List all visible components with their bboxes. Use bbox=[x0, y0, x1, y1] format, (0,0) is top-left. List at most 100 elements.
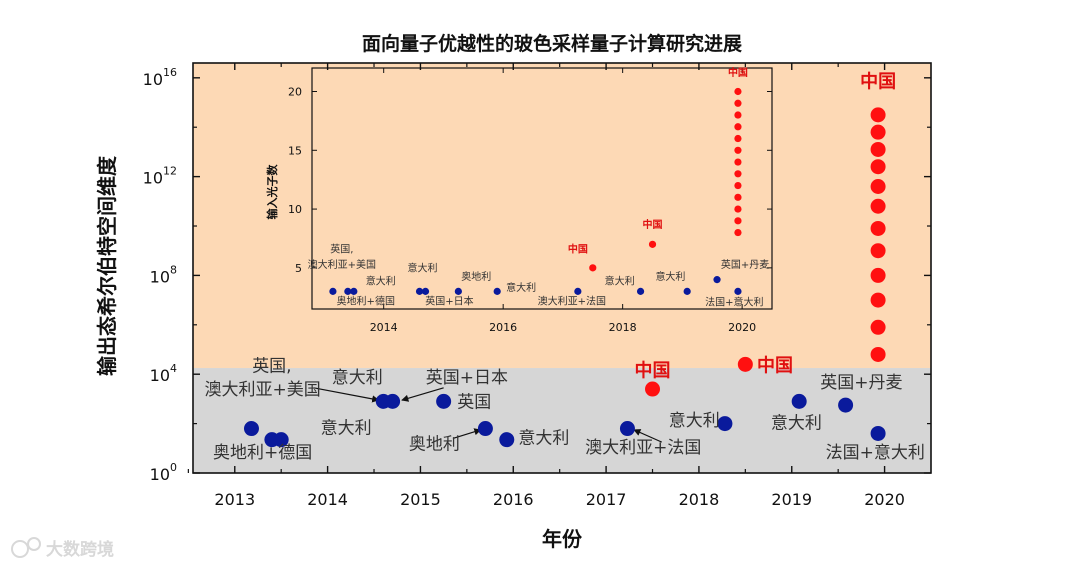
inset-annotation-label: 奥地利+德国 bbox=[337, 294, 395, 307]
inset-data-point-others bbox=[415, 287, 424, 295]
data-point-china bbox=[870, 141, 886, 157]
main-data-points bbox=[243, 107, 886, 448]
annotation-label: 中国 bbox=[860, 71, 896, 93]
inset-y-tick-label: 15 bbox=[288, 144, 302, 157]
annotation-label: 奥地利 bbox=[409, 435, 460, 455]
watermark: 大数跨境 bbox=[11, 537, 114, 560]
annotation-label: 中国 bbox=[757, 355, 793, 377]
x-tick-label: 2014 bbox=[307, 490, 348, 509]
classical-region bbox=[193, 368, 931, 473]
main-annotation-arrows bbox=[313, 387, 663, 443]
x-tick-label: 2015 bbox=[400, 490, 441, 509]
annotation-label: 奥地利+德国 bbox=[213, 443, 312, 463]
data-point-china bbox=[870, 220, 886, 236]
inset-annotation-label: 中国 bbox=[728, 66, 748, 79]
y-tick-label: 104 bbox=[150, 362, 177, 385]
data-point-china bbox=[870, 124, 886, 140]
data-point-china bbox=[737, 356, 753, 372]
inset-y-tick-label: 10 bbox=[288, 203, 302, 216]
annotation-label: 意大利 bbox=[669, 411, 720, 431]
plot-frame bbox=[192, 62, 932, 474]
watermark-text: 大数跨境 bbox=[46, 539, 114, 560]
data-point-others bbox=[243, 421, 259, 437]
annotation-label: 法国+意大利 bbox=[826, 443, 925, 463]
inset-data-point-china bbox=[589, 264, 597, 272]
inset-data-point-others bbox=[734, 287, 742, 295]
inset-frame bbox=[311, 67, 773, 310]
annotation-label: 英国, bbox=[252, 357, 291, 377]
x-tick-label: 2019 bbox=[771, 490, 812, 509]
inset-annotation-label: 澳大利亚+美国 bbox=[308, 258, 376, 271]
annotation-label: 意大利 bbox=[321, 418, 372, 438]
inset-annotation-label: 意大利 bbox=[366, 274, 396, 287]
inset-data-point-others bbox=[350, 287, 358, 295]
inset-y-tick-label: 20 bbox=[288, 86, 302, 99]
inset-data-point-china bbox=[734, 228, 742, 237]
inset-data-point-china bbox=[648, 240, 657, 248]
data-point-others bbox=[477, 421, 493, 437]
inset-data-point-others bbox=[493, 287, 501, 295]
annotation-label: 英国 bbox=[457, 393, 491, 413]
y-tick-label: 100 bbox=[150, 461, 177, 484]
data-point-china bbox=[870, 107, 886, 123]
inset-annotation-label: 意大利 bbox=[506, 281, 536, 294]
inset-data-point-china bbox=[734, 205, 742, 213]
data-point-china bbox=[870, 178, 886, 194]
inset-data-point-china bbox=[734, 217, 742, 225]
inset-annotation-label: 英国+日本 bbox=[425, 294, 473, 307]
main-axis-ticks: 2013 2014 2015 2016 2017 2018 2019 202010010410… bbox=[143, 63, 931, 509]
inset-annotation-label: 英国, bbox=[330, 243, 353, 256]
inset-annotation-label: 意大利 bbox=[605, 274, 635, 287]
data-point-china bbox=[870, 243, 886, 259]
data-point-china bbox=[645, 381, 661, 397]
inset-data-point-others bbox=[636, 287, 645, 295]
inset-data-point-china bbox=[734, 146, 742, 154]
inset-annotation-label: 英国+丹麦 bbox=[721, 258, 769, 271]
inset-data-point-china bbox=[734, 181, 742, 190]
inset-annotation-label: 意大利 bbox=[408, 261, 438, 274]
watermark-logo-dot-icon bbox=[27, 537, 41, 551]
data-point-china bbox=[870, 319, 886, 335]
inset-data-point-others bbox=[454, 287, 462, 295]
inset-x-tick-label: 2018 bbox=[609, 321, 637, 334]
inset-annotation-label: 奥地利 bbox=[461, 270, 491, 283]
data-point-others bbox=[499, 432, 515, 448]
data-point-china bbox=[870, 159, 886, 175]
inset-data-point-china bbox=[734, 87, 742, 96]
inset-annotation-label: 中国 bbox=[568, 243, 588, 256]
inset-data-point-others bbox=[713, 276, 721, 284]
data-point-others bbox=[791, 393, 807, 409]
inset-annotation-label: 意大利 bbox=[655, 270, 685, 283]
annotation-arrow bbox=[313, 387, 380, 403]
x-tick-label: 2013 bbox=[214, 490, 255, 509]
data-point-china bbox=[870, 346, 886, 362]
annotation-label: 意大利 bbox=[771, 414, 822, 434]
annotation-arrow bbox=[452, 428, 482, 439]
x-tick-label: 2016 bbox=[493, 490, 534, 509]
inset-data-point-others bbox=[683, 287, 691, 295]
annotation-label: 英国+丹麦 bbox=[820, 373, 902, 393]
inset-y-tick-label: 5 bbox=[295, 262, 302, 275]
data-point-others bbox=[619, 421, 635, 437]
data-point-china bbox=[870, 198, 886, 214]
inset-data-point-others bbox=[574, 287, 582, 295]
annotation-label: 澳大利亚+法国 bbox=[585, 438, 701, 458]
x-tick-label: 2017 bbox=[586, 490, 627, 509]
inset-data-point-china bbox=[734, 123, 742, 131]
y-tick-label: 1012 bbox=[143, 165, 177, 188]
inset-data-point-others bbox=[344, 287, 352, 295]
chart-title: 面向量子优越性的玻色采样量子计算研究进展 bbox=[362, 32, 742, 55]
annotation-label: 英国+日本 bbox=[426, 368, 508, 388]
inset-annotation-label: 法国+意大利 bbox=[705, 295, 763, 308]
data-point-others bbox=[436, 393, 452, 409]
x-axis-label: 年份 bbox=[542, 527, 583, 551]
annotation-label: 澳大利亚+美国 bbox=[204, 380, 320, 400]
inset-data-point-china bbox=[734, 170, 742, 178]
annotation-label: 意大利 bbox=[332, 368, 383, 388]
x-tick-label: 2020 bbox=[864, 490, 905, 509]
inset-data-point-china bbox=[734, 134, 742, 143]
inset-x-tick-label: 2020 bbox=[728, 321, 756, 334]
